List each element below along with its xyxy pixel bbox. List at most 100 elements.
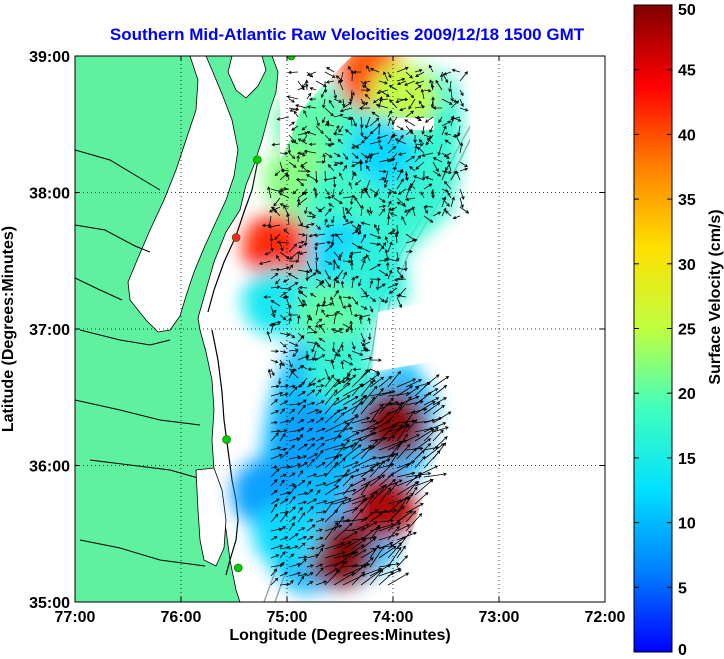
- vector-arrow: [342, 483, 353, 496]
- vector-arrow: [342, 517, 368, 523]
- vector-arrow: [389, 212, 398, 217]
- vector-arrow: [289, 107, 299, 112]
- vector-arrow: [396, 545, 406, 559]
- vector-arrow: [270, 432, 279, 442]
- vector-arrow: [288, 472, 296, 478]
- vector-arrow: [306, 546, 316, 551]
- vector-arrow: [351, 437, 362, 451]
- vector-arrow: [396, 266, 407, 271]
- vector-arrow: [333, 572, 355, 586]
- vector-arrow: [270, 391, 284, 397]
- vector-arrow: [450, 98, 458, 103]
- vector-arrow: [321, 116, 326, 124]
- vector-arrow: [315, 518, 325, 523]
- vector-arrow: [432, 161, 439, 173]
- vector-arrow: [342, 215, 349, 223]
- vector-arrow: [279, 151, 289, 156]
- vector-arrow: [444, 210, 452, 217]
- vector-arrow: [270, 503, 278, 514]
- vector-arrow: [276, 116, 290, 121]
- vector-arrow: [324, 260, 333, 265]
- vector-arrow: [333, 515, 345, 532]
- vector-arrow: [333, 541, 352, 550]
- vector-arrow: [415, 161, 425, 170]
- vector-arrow: [342, 101, 353, 109]
- vector-arrow: [441, 125, 447, 136]
- vector-arrow: [292, 350, 299, 358]
- vector-arrow: [279, 242, 284, 252]
- vector-arrow: [397, 152, 407, 156]
- vector-arrow: [369, 376, 385, 388]
- vector-arrow: [369, 263, 382, 271]
- vector-arrow: [368, 154, 373, 163]
- station-marker-4: [233, 563, 243, 573]
- vector-arrow: [348, 353, 353, 361]
- vector-arrow: [360, 204, 364, 217]
- vector-arrow: [288, 317, 292, 325]
- vector-arrow: [360, 494, 375, 514]
- vector-arrow: [414, 142, 424, 147]
- vector-arrow: [423, 422, 447, 433]
- vector-arrow: [387, 505, 405, 523]
- vector-arrow: [387, 146, 397, 154]
- vector-arrow: [288, 463, 302, 469]
- vector-arrow: [430, 190, 435, 199]
- vector-arrow: [351, 538, 367, 550]
- vector-arrow: [338, 295, 344, 307]
- vector-arrow: [297, 232, 307, 237]
- vector-arrow: [306, 174, 317, 181]
- vector-arrow: [342, 413, 358, 433]
- vector-arrow: [396, 168, 403, 181]
- vector-arrow: [378, 258, 388, 263]
- vector-arrow: [288, 495, 296, 505]
- vector-arrow: [270, 349, 280, 353]
- vector-arrow: [378, 423, 397, 442]
- vector-arrow: [366, 65, 371, 73]
- vector-arrow: [423, 204, 434, 209]
- vector-arrow: [297, 572, 308, 577]
- vector-arrow: [280, 168, 290, 173]
- vector-arrow: [297, 558, 307, 568]
- vector-arrow: [309, 87, 317, 91]
- vector-arrow: [270, 410, 280, 415]
- vector-arrow: [459, 71, 468, 82]
- colorbar-tick-label: 20: [678, 386, 696, 403]
- vector-arrow: [297, 314, 301, 325]
- vector-arrow: [443, 152, 452, 158]
- vector-arrow: [297, 391, 306, 397]
- vector-arrow: [365, 253, 371, 262]
- vector-arrow: [288, 332, 296, 339]
- vector-arrow: [288, 416, 295, 424]
- vector-arrow: [396, 66, 409, 73]
- vector-arrow: [396, 294, 407, 298]
- vector-arrow: [429, 79, 434, 91]
- vector-arrow: [360, 491, 379, 505]
- colorbar-tick-label: 45: [678, 63, 696, 80]
- vector-arrow: [297, 335, 305, 343]
- vector-arrow: [351, 562, 371, 568]
- vector-arrow: [450, 115, 455, 127]
- vector-arrow: [414, 492, 429, 505]
- vector-arrow: [288, 522, 295, 532]
- vector-arrow: [288, 384, 296, 389]
- vector-arrow: [384, 236, 389, 244]
- vector-arrow: [324, 509, 339, 523]
- vector-arrow: [376, 89, 389, 95]
- vector-arrow: [405, 481, 418, 496]
- vector-arrow: [315, 489, 321, 496]
- vector-arrow: [288, 259, 300, 264]
- vector-arrow: [389, 99, 398, 109]
- vector-arrow: [333, 289, 339, 298]
- vector-arrow: [459, 197, 464, 209]
- vector-arrow: [369, 277, 381, 282]
- vector-arrow: [372, 98, 380, 104]
- vector-arrow: [297, 250, 301, 262]
- vector-arrow: [342, 376, 351, 381]
- vector-arrow: [315, 125, 324, 135]
- vector-arrow: [324, 378, 340, 397]
- vector-arrow: [395, 98, 407, 104]
- vector-arrow: [405, 187, 411, 199]
- vector-arrow: [432, 170, 442, 177]
- vector-arrow: [438, 116, 443, 124]
- vector-arrow: [324, 278, 331, 288]
